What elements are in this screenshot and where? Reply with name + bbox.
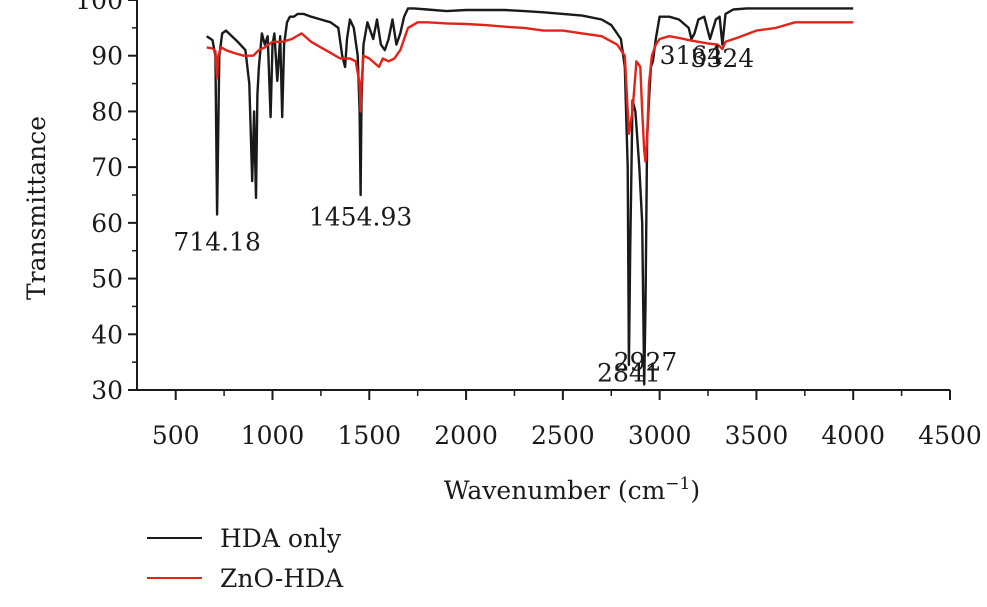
peak-label: 3324: [691, 44, 755, 73]
legend-label-hda-only: HDA only: [220, 524, 342, 553]
x-tick-label: 4500: [918, 421, 982, 450]
x-tick-label: 2000: [434, 421, 498, 450]
x-axis-title-close: ): [690, 476, 700, 505]
legend: HDA only ZnO-HDA: [147, 524, 344, 593]
x-axis: 500 1000 1500 2000 2500 3000 3500 4000 4500: [137, 389, 982, 450]
y-tick-label: 50: [91, 265, 123, 294]
series-layer: [206, 7, 854, 386]
y-tick-label: 100: [75, 0, 123, 15]
series-line-zno-hda: [206, 21, 854, 163]
y-tick-label: 30: [91, 376, 123, 405]
peak-label: 1454.93: [309, 203, 412, 232]
y-tick-label: 80: [91, 97, 123, 126]
y-axis: 30 40 50 60 70 80 90 100: [75, 0, 138, 405]
legend-label-zno-hda: ZnO-HDA: [220, 564, 344, 593]
peak-label: 2841: [597, 359, 661, 388]
y-tick-label: 40: [91, 320, 123, 349]
y-tick-label: 70: [91, 153, 123, 182]
x-axis-title: Wavenumber (cm−1): [444, 474, 700, 505]
series-line-hda-only: [206, 7, 854, 386]
x-tick-label: 1000: [241, 421, 305, 450]
x-tick-label: 1500: [337, 421, 401, 450]
x-tick-label: 2500: [531, 421, 595, 450]
peak-label: 3164: [660, 41, 724, 70]
y-tick-label: 60: [91, 209, 123, 238]
peak-label: 2927: [614, 348, 678, 377]
y-axis-title: Transmittance: [22, 116, 51, 300]
x-tick-label: 500: [152, 421, 200, 450]
x-tick-label: 3000: [628, 421, 692, 450]
y-tick-label: 90: [91, 42, 123, 71]
x-axis-title-main: Wavenumber (cm: [444, 476, 666, 505]
x-tick-label: 4000: [821, 421, 885, 450]
x-tick-label: 3500: [725, 421, 789, 450]
x-axis-title-unit-exp: −1: [665, 474, 690, 494]
peak-label: 714.18: [173, 228, 260, 257]
